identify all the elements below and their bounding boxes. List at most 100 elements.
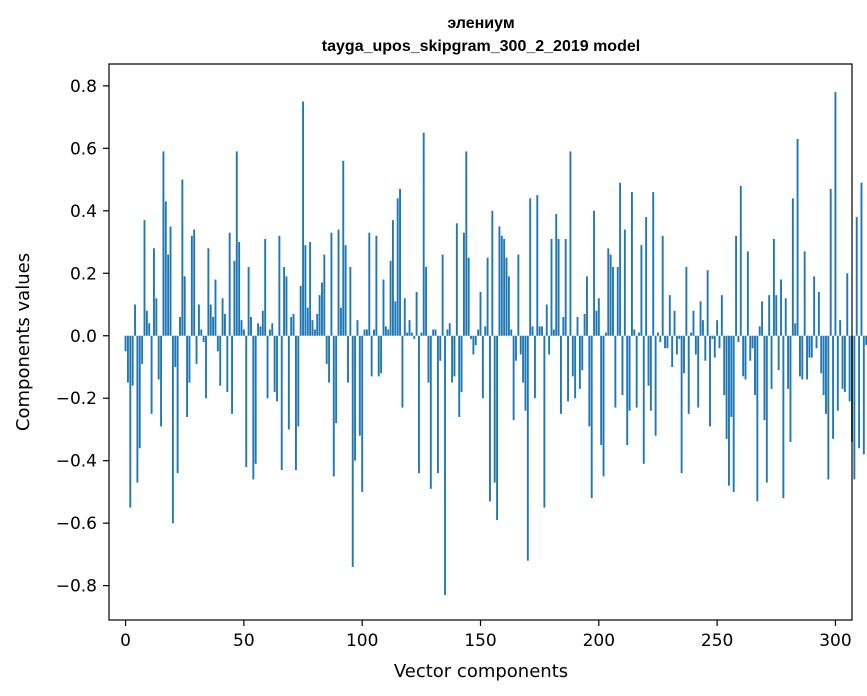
bar [306, 307, 309, 336]
bar [803, 251, 806, 336]
bar [451, 335, 454, 383]
bar [647, 335, 650, 386]
bar [439, 335, 442, 361]
bar [207, 248, 210, 336]
plot-frame [108, 63, 853, 621]
bar [652, 192, 655, 336]
bar [363, 329, 366, 336]
bar [836, 335, 839, 411]
bar [799, 335, 801, 377]
bar [252, 335, 255, 480]
bar [233, 260, 236, 336]
bar [278, 235, 281, 336]
bar [709, 335, 711, 427]
bar [498, 226, 501, 336]
bar [862, 335, 865, 455]
bar [858, 335, 861, 449]
bar [586, 276, 588, 336]
bar [645, 217, 648, 336]
bar [569, 151, 572, 336]
bar [247, 267, 250, 336]
bar [713, 335, 716, 358]
bar [436, 335, 439, 474]
bar [768, 295, 771, 336]
bar [742, 335, 745, 377]
bar [396, 198, 399, 336]
bar [635, 335, 638, 408]
bar [328, 335, 330, 383]
bar [763, 335, 766, 421]
bar [654, 335, 657, 436]
bar [720, 295, 723, 336]
bar [432, 329, 435, 336]
bar [477, 329, 480, 336]
bar [448, 323, 451, 336]
bar [228, 232, 231, 336]
bar [240, 320, 243, 336]
bar [545, 304, 548, 336]
bar [789, 335, 792, 442]
bar [325, 335, 328, 364]
bar [855, 217, 858, 336]
bar [834, 92, 837, 336]
bar [526, 335, 529, 561]
bar [825, 335, 827, 414]
bar [216, 335, 219, 352]
bar [848, 335, 851, 402]
bar [441, 254, 444, 336]
bar [619, 182, 622, 336]
bar [640, 245, 643, 336]
bar [668, 295, 671, 336]
bar [777, 335, 780, 371]
bar [290, 317, 293, 336]
bar [164, 201, 167, 336]
bar [687, 335, 690, 414]
bar [332, 335, 335, 477]
bar [157, 335, 160, 380]
bar [694, 335, 697, 355]
bar [351, 335, 354, 567]
bar [737, 335, 740, 342]
bar [287, 335, 290, 430]
bar [626, 335, 629, 446]
y-tick-label: 0.4 [70, 202, 97, 222]
bar [704, 335, 707, 361]
bar [171, 335, 174, 524]
bar [723, 335, 726, 396]
bar [716, 320, 719, 336]
bar [174, 335, 177, 367]
bar [197, 304, 200, 336]
bar [510, 329, 513, 336]
bar [578, 335, 581, 389]
y-tick-label: −0.4 [56, 452, 97, 472]
bar [780, 279, 782, 336]
bar [176, 335, 179, 474]
bar [675, 335, 678, 355]
bar [183, 276, 186, 336]
bar [543, 335, 546, 508]
bar [254, 335, 257, 464]
bar [810, 335, 813, 358]
bar [659, 335, 662, 342]
y-tick-label: −0.2 [56, 389, 97, 409]
bar [458, 335, 461, 417]
bar [410, 332, 413, 336]
bar [377, 335, 380, 377]
bar [685, 267, 688, 336]
bar [794, 323, 797, 336]
bar [843, 335, 846, 392]
bar [259, 326, 262, 336]
bar [531, 326, 534, 336]
bar [839, 320, 842, 336]
bar [188, 335, 191, 383]
bar [822, 335, 825, 396]
bar [418, 335, 420, 474]
bar [524, 335, 527, 411]
bar [318, 295, 321, 336]
bar [245, 335, 248, 467]
bar [148, 323, 151, 336]
bar [479, 292, 482, 336]
bar [373, 329, 375, 336]
bar [623, 229, 626, 336]
